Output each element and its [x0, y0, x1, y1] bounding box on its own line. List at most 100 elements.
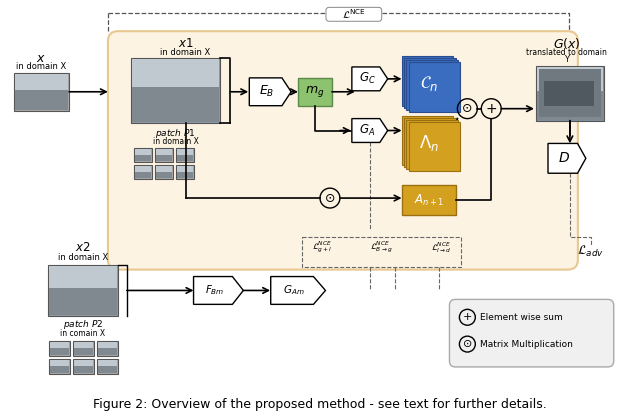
Bar: [302, 237, 461, 267]
Text: $D$: $D$: [558, 151, 570, 166]
Bar: [156, 166, 172, 172]
Text: $x$: $x$: [36, 51, 46, 64]
Text: patch $P1$: patch $P1$: [156, 127, 196, 140]
Text: $m_g$: $m_g$: [305, 84, 324, 99]
Polygon shape: [271, 277, 326, 304]
Bar: [298, 78, 332, 106]
Bar: [406, 120, 458, 169]
Polygon shape: [250, 78, 291, 106]
Bar: [539, 69, 601, 117]
Text: $A_{n+1}$: $A_{n+1}$: [414, 193, 445, 208]
Polygon shape: [352, 119, 388, 143]
Bar: [49, 359, 70, 374]
Bar: [14, 73, 69, 111]
Text: $G_{Am}$: $G_{Am}$: [284, 283, 305, 297]
Text: $\mathcal{L}^{NCE}_{g+l}$: $\mathcal{L}^{NCE}_{g+l}$: [312, 240, 332, 255]
Text: translated to domain: translated to domain: [527, 48, 607, 56]
Bar: [134, 148, 152, 162]
Bar: [155, 148, 173, 162]
Text: Matrix Multiplication: Matrix Multiplication: [480, 339, 573, 349]
Bar: [73, 359, 94, 374]
Bar: [74, 366, 93, 373]
FancyBboxPatch shape: [449, 299, 614, 367]
Bar: [156, 172, 172, 178]
FancyBboxPatch shape: [108, 31, 578, 270]
Bar: [98, 348, 117, 355]
Text: ⊙: ⊙: [462, 102, 472, 115]
Text: +: +: [486, 102, 497, 116]
Bar: [49, 265, 117, 288]
Bar: [175, 148, 193, 162]
Bar: [406, 60, 458, 110]
Bar: [402, 56, 453, 106]
Bar: [74, 360, 93, 366]
Text: $G_A$: $G_A$: [359, 123, 375, 138]
Bar: [74, 348, 93, 355]
Bar: [49, 341, 70, 356]
Bar: [131, 58, 220, 122]
Text: $E_B$: $E_B$: [259, 84, 275, 99]
Text: Y: Y: [564, 56, 570, 64]
Bar: [402, 185, 456, 215]
Bar: [50, 360, 69, 366]
Bar: [50, 342, 69, 348]
Text: Figure 2: Overview of the proposed method - see text for further details.: Figure 2: Overview of the proposed metho…: [93, 398, 547, 411]
Text: $\mathcal{L}^{NCE}_{B\to g}$: $\mathcal{L}^{NCE}_{B\to g}$: [371, 240, 393, 255]
Text: $\Lambda_n$: $\Lambda_n$: [419, 133, 440, 153]
Text: ⊙: ⊙: [324, 191, 335, 204]
Bar: [408, 122, 460, 171]
Bar: [15, 74, 68, 90]
Bar: [15, 90, 68, 110]
Bar: [177, 166, 193, 172]
Bar: [536, 66, 604, 120]
Text: in domain X: in domain X: [153, 137, 198, 146]
Bar: [404, 58, 456, 108]
Polygon shape: [352, 67, 388, 91]
Bar: [98, 366, 117, 373]
FancyBboxPatch shape: [326, 8, 381, 21]
Bar: [156, 149, 172, 155]
Text: $\mathcal{C}_n$: $\mathcal{C}_n$: [420, 74, 438, 93]
Bar: [74, 342, 93, 348]
Bar: [402, 116, 453, 165]
Text: in comain X: in comain X: [60, 329, 106, 338]
Bar: [97, 359, 118, 374]
Polygon shape: [193, 277, 243, 304]
Bar: [135, 166, 151, 172]
Bar: [177, 149, 193, 155]
Bar: [50, 348, 69, 355]
Text: $G_C$: $G_C$: [359, 71, 376, 87]
Bar: [544, 81, 594, 106]
Bar: [135, 155, 151, 161]
Bar: [156, 155, 172, 161]
Text: Element wise sum: Element wise sum: [480, 313, 563, 322]
Text: $\mathcal{L}^{\mathrm{NCE}}$: $\mathcal{L}^{\mathrm{NCE}}$: [342, 8, 366, 21]
Bar: [73, 341, 94, 356]
Text: patch $P2$: patch $P2$: [63, 318, 103, 331]
Bar: [134, 165, 152, 179]
Bar: [98, 360, 117, 366]
Bar: [49, 288, 117, 315]
Bar: [155, 165, 173, 179]
Bar: [98, 342, 117, 348]
Bar: [177, 172, 193, 178]
Text: in domain X: in domain X: [58, 253, 108, 262]
Polygon shape: [548, 143, 586, 173]
Text: in domain X: in domain X: [161, 48, 211, 56]
Bar: [177, 155, 193, 161]
Bar: [135, 172, 151, 178]
Bar: [50, 366, 69, 373]
Bar: [135, 149, 151, 155]
Text: ⊙: ⊙: [463, 339, 472, 349]
Text: $x2$: $x2$: [76, 241, 91, 254]
Text: in domain X: in domain X: [16, 62, 67, 71]
Text: $\mathcal{L}^{NCE}_{l\to d}$: $\mathcal{L}^{NCE}_{l\to d}$: [431, 240, 452, 255]
Bar: [48, 265, 118, 316]
Bar: [537, 91, 603, 120]
Bar: [132, 59, 220, 87]
Bar: [408, 62, 460, 112]
Bar: [132, 87, 220, 122]
Text: $x1$: $x1$: [178, 37, 193, 50]
Text: $F_{Bm}$: $F_{Bm}$: [205, 283, 225, 297]
Text: +: +: [463, 312, 472, 322]
